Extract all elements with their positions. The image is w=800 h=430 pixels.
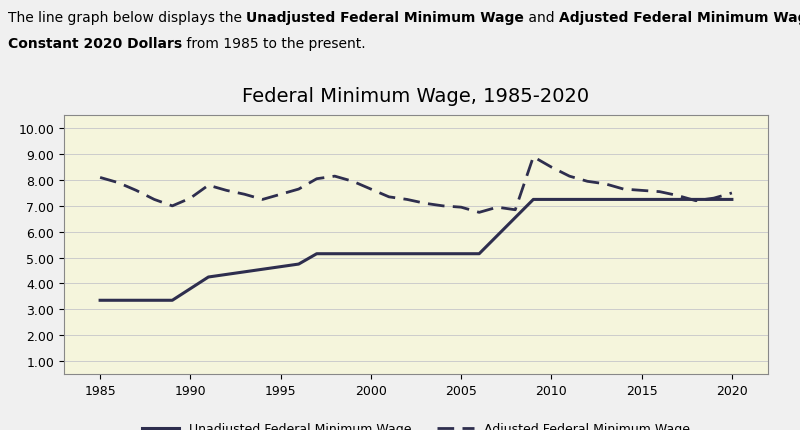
Legend: Unadjusted Federal Minimum Wage, Adjusted Federal Minimum Wage: Unadjusted Federal Minimum Wage, Adjuste… xyxy=(137,417,695,430)
Text: Constant 2020 Dollars: Constant 2020 Dollars xyxy=(8,37,182,50)
Text: and: and xyxy=(524,11,559,25)
Text: Unadjusted Federal Minimum Wage: Unadjusted Federal Minimum Wage xyxy=(246,11,524,25)
Text: The line graph below displays the: The line graph below displays the xyxy=(8,11,246,25)
Title: Federal Minimum Wage, 1985-2020: Federal Minimum Wage, 1985-2020 xyxy=(242,87,590,106)
Text: from 1985 to the present.: from 1985 to the present. xyxy=(182,37,366,50)
Text: Adjusted Federal Minimum Wage in: Adjusted Federal Minimum Wage in xyxy=(559,11,800,25)
